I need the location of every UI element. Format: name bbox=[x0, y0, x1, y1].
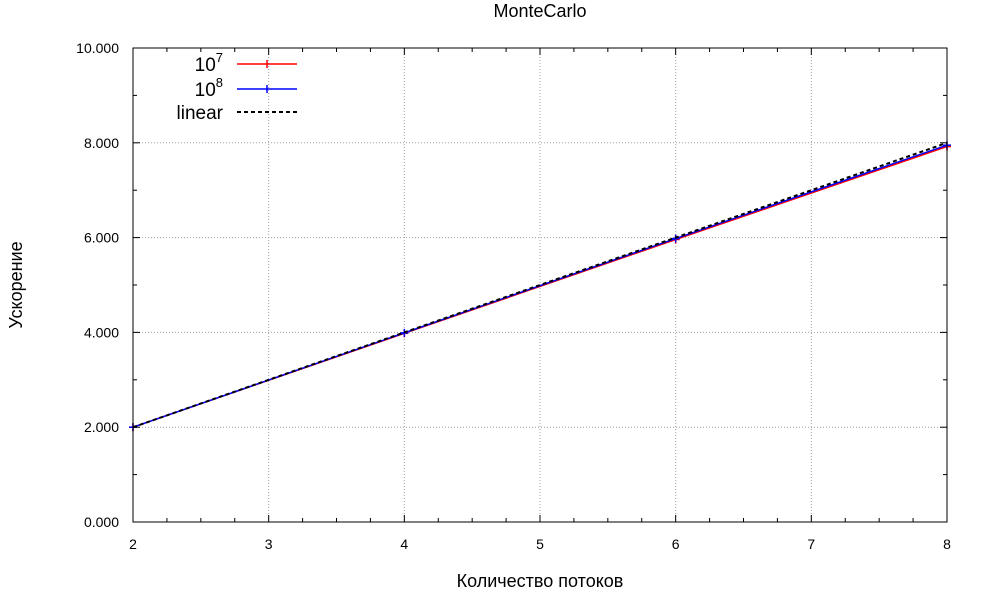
y-tick-label: 2.000 bbox=[84, 419, 119, 435]
x-tick-label: 7 bbox=[807, 536, 815, 552]
x-tick-label: 6 bbox=[672, 536, 680, 552]
x-tick-label: 3 bbox=[265, 536, 273, 552]
x-tick-label: 4 bbox=[400, 536, 408, 552]
axes: 2 3 4 5 6 7 8 0.000 2.000 4.000 6.000 8.000 10.000 bbox=[76, 40, 951, 552]
legend-label-exponent: 7 bbox=[216, 50, 223, 65]
x-tick-label: 2 bbox=[129, 536, 137, 552]
y-tick-label: 8.000 bbox=[84, 135, 119, 151]
y-tick-label: 0.000 bbox=[84, 514, 119, 530]
legend-label-1: 108 bbox=[195, 75, 223, 101]
chart-title: MonteCarlo bbox=[493, 1, 586, 21]
legend-label-exponent: 8 bbox=[216, 75, 223, 90]
legend-label-base: 10 bbox=[195, 80, 216, 101]
legend-label-0: 107 bbox=[195, 50, 223, 76]
series-line-2 bbox=[132, 141, 948, 429]
y-tick-label: 10.000 bbox=[76, 40, 119, 56]
legend-label-base: 10 bbox=[195, 55, 216, 76]
y-tick-label: 6.000 bbox=[84, 230, 119, 246]
x-tick-label: 5 bbox=[536, 536, 544, 552]
legend-label-2: linear bbox=[177, 103, 224, 124]
x-axis-title: Количество потоков bbox=[457, 571, 624, 591]
y-tick-label: 4.000 bbox=[84, 324, 119, 340]
y-axis-title: Ускорение bbox=[6, 241, 26, 328]
x-tick-label: 8 bbox=[943, 536, 951, 552]
